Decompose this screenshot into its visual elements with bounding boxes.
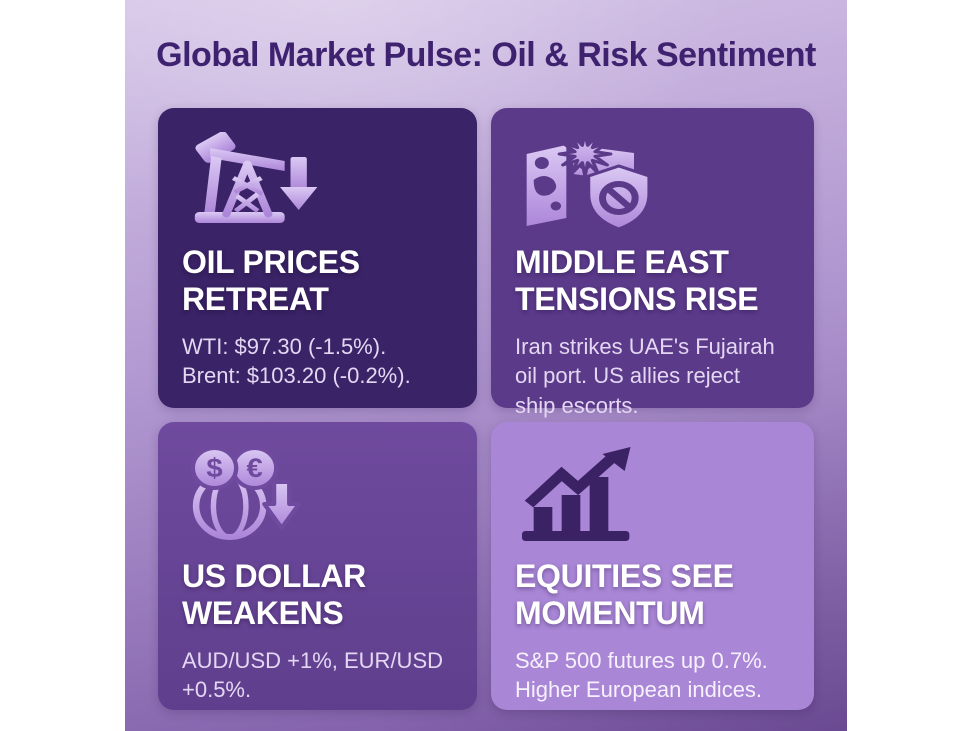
page-title: Global Market Pulse: Oil & Risk Sentimen… [156, 36, 816, 74]
body-line: Higher European indices. [515, 677, 763, 703]
currency-globe-down-arrow-icon: € $ [190, 446, 302, 540]
oil-pumpjack-down-arrow-icon [194, 132, 318, 223]
body-line: S&P 500 futures up 0.7%. [515, 647, 768, 673]
body-line: WTI: $97.30 (-1.5%). [182, 333, 387, 359]
infographic-canvas: Global Market Pulse: Oil & Risk Sentimen… [125, 0, 847, 731]
card-title: EQUITIES SEE MOMENTUM [515, 558, 734, 632]
card-grid: OIL PRICES RETREAT WTI: $97.30 (-1.5%). … [158, 108, 814, 710]
svg-text:$: $ [206, 453, 223, 483]
body-line: Iran strikes UAE's Fujairah [515, 333, 775, 359]
card-title: OIL PRICES RETREAT [182, 244, 360, 318]
card-oil-prices-retreat: OIL PRICES RETREAT WTI: $97.30 (-1.5%). … [158, 108, 477, 408]
card-middle-east-tensions-rise: MIDDLE EAST TENSIONS RISE Iran strikes U… [491, 108, 814, 418]
body-line: oil port. US allies reject [515, 363, 740, 389]
card-body: WTI: $97.30 (-1.5%). Brent: $103.20 (-0.… [182, 332, 455, 391]
card-body: AUD/USD +1%, EUR/USD +0.5%. [182, 646, 455, 705]
conflict-map-shield-icon [526, 132, 651, 231]
bar-chart-up-arrow-icon [522, 447, 631, 541]
card-equities-see-momentum: EQUITIES SEE MOMENTUM S&P 500 futures up… [491, 422, 814, 710]
card-body: S&P 500 futures up 0.7%. Higher European… [515, 646, 792, 705]
body-line: Brent: $103.20 (-0.2%). [182, 363, 411, 389]
body-line: AUD/USD +1%, EUR/USD [182, 647, 444, 673]
card-title: US DOLLAR WEAKENS [182, 558, 366, 632]
svg-text:€: € [246, 453, 263, 483]
body-line: ship escorts. [515, 392, 639, 418]
body-line: +0.5%. [182, 677, 252, 703]
card-us-dollar-weakens: € $ US DOLLAR WEAKENS AUD/USD +1%, EUR/U… [158, 422, 477, 710]
card-body: Iran strikes UAE's Fujairah oil port. US… [515, 332, 792, 420]
card-title: MIDDLE EAST TENSIONS RISE [515, 244, 759, 318]
